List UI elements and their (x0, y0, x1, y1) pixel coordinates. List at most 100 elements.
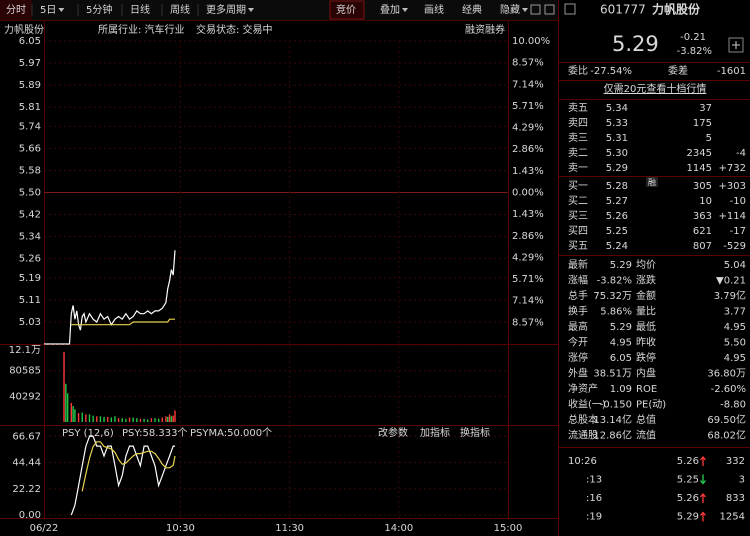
book-volume: 37 (699, 103, 712, 114)
y-tick-label: 6.05 (19, 36, 41, 47)
y-tick-label: 5.03 (19, 317, 41, 328)
tab[interactable]: 画线 (424, 3, 444, 16)
stat-label: 量比 (636, 306, 656, 318)
y-tick-label: 0.00 (19, 510, 41, 521)
y2-tick-label: 8.57% (512, 317, 544, 328)
dropdown-caret (402, 8, 408, 12)
book-label: 买四 (568, 225, 588, 237)
book-volume: 621 (693, 226, 712, 237)
book-volume: 10 (699, 196, 712, 207)
y-tick-label: 22.22 (12, 484, 41, 495)
stat-label: 涨跌 (636, 274, 656, 287)
indicator-button[interactable]: 改参数 (378, 426, 408, 439)
volume-bar (77, 413, 80, 422)
toolbar (0, 0, 558, 20)
book-label: 卖三 (568, 132, 588, 144)
margin-link[interactable]: 融资融券 (465, 23, 505, 36)
tab[interactable]: 竞价 (336, 3, 356, 16)
stat-value: 12.86亿 (593, 429, 632, 442)
tick-volume: 332 (726, 456, 745, 467)
stat-value: -3.82% (597, 276, 632, 287)
y-tick-label: 5.42 (19, 210, 41, 221)
volume-bar (74, 409, 76, 422)
volume-bar (114, 416, 116, 422)
price-change-pct: -3.82% (677, 46, 712, 57)
tick-arrow (700, 474, 706, 485)
last-price: 5.29 (612, 32, 659, 56)
tick-arrow (700, 511, 706, 522)
y-tick-label: 80585 (9, 366, 41, 377)
stat-label: 外盘 (568, 367, 588, 380)
book-change: +303 (719, 181, 746, 192)
volume-bar (65, 383, 67, 422)
volume-bar (167, 416, 169, 422)
tab[interactable]: 叠加 (380, 4, 400, 16)
tab[interactable]: 经典 (462, 3, 482, 16)
book-price: 5.33 (606, 118, 628, 129)
price-change: -0.21 (680, 32, 706, 43)
stock-icon (564, 3, 576, 15)
stat-value: 68.02亿 (707, 429, 746, 442)
x-tick-label: 14:00 (384, 523, 413, 534)
stat-value: 36.80万 (707, 369, 746, 380)
stat-label: 跌停 (636, 351, 656, 364)
close-icon[interactable] (544, 4, 555, 15)
stat-value: 5.29 (610, 322, 632, 333)
layout-icon[interactable] (530, 4, 541, 15)
tab[interactable]: 5分钟 (86, 3, 112, 16)
volume-bar (117, 418, 120, 422)
stat-value: 13.14亿 (593, 413, 632, 426)
book-price: 5.30 (606, 148, 628, 159)
tab[interactable]: 分时 (6, 4, 26, 16)
tick-price: 5.29 (677, 512, 699, 523)
volume-bar (128, 417, 131, 422)
stat-label: 收益(一) (568, 398, 606, 411)
stat-label: 换手 (568, 305, 588, 318)
volume-bar (72, 406, 74, 422)
price-line (44, 250, 176, 345)
tab[interactable]: 周线 (170, 3, 190, 16)
book-change: -529 (723, 241, 746, 252)
book-label: 买二 (568, 195, 588, 207)
tab[interactable]: 日线 (130, 3, 150, 16)
volume-bar (139, 418, 142, 422)
book-price: 5.25 (606, 226, 628, 237)
volume-bar (125, 418, 127, 422)
trade-status: 交易状态: 交易中 (196, 23, 273, 36)
y2-tick-label: 7.14% (512, 296, 544, 307)
stat-value: 69.50亿 (707, 413, 746, 426)
stat-label: 昨收 (636, 336, 656, 349)
y-tick-label: 5.50 (19, 188, 41, 199)
book-price: 5.28 (606, 181, 628, 192)
indicator-button[interactable]: 加指标 (420, 426, 450, 439)
add-button[interactable] (728, 37, 744, 53)
y2-tick-label: 5.71% (512, 101, 544, 112)
y-tick-label: 5.34 (19, 232, 41, 243)
book-label: 买三 (568, 210, 588, 222)
book-volume: 305 (693, 181, 712, 192)
volume-bar (143, 418, 145, 422)
stat-label: 总股本 (568, 413, 598, 426)
book-label: 卖五 (568, 102, 588, 114)
book-change: -10 (730, 196, 746, 207)
volume-bar (99, 416, 102, 422)
volume-bar (88, 414, 91, 422)
tab[interactable]: 隐藏 (500, 4, 520, 16)
volume-bar (147, 419, 149, 422)
tick-arrow (700, 455, 706, 466)
y-tick-label: 5.19 (19, 273, 41, 284)
industry: 所属行业: 汽车行业 (98, 23, 185, 36)
y-tick-label: 5.11 (19, 295, 41, 306)
indicator-button[interactable]: 换指标 (460, 426, 490, 439)
book-volume: 175 (693, 118, 712, 129)
tab[interactable]: 5日 (40, 5, 56, 16)
promo-link[interactable]: 仅需20元查看十档行情 (604, 82, 707, 95)
y-tick-label: 5.81 (19, 102, 41, 113)
tab[interactable]: 更多周期 (206, 3, 246, 16)
label: 委比 (568, 64, 588, 77)
y-tick-label: 44.44 (12, 458, 41, 469)
stock-code: 601777 (600, 3, 646, 17)
label: 委差 (668, 64, 688, 77)
y2-tick-label: 2.86% (512, 144, 544, 155)
